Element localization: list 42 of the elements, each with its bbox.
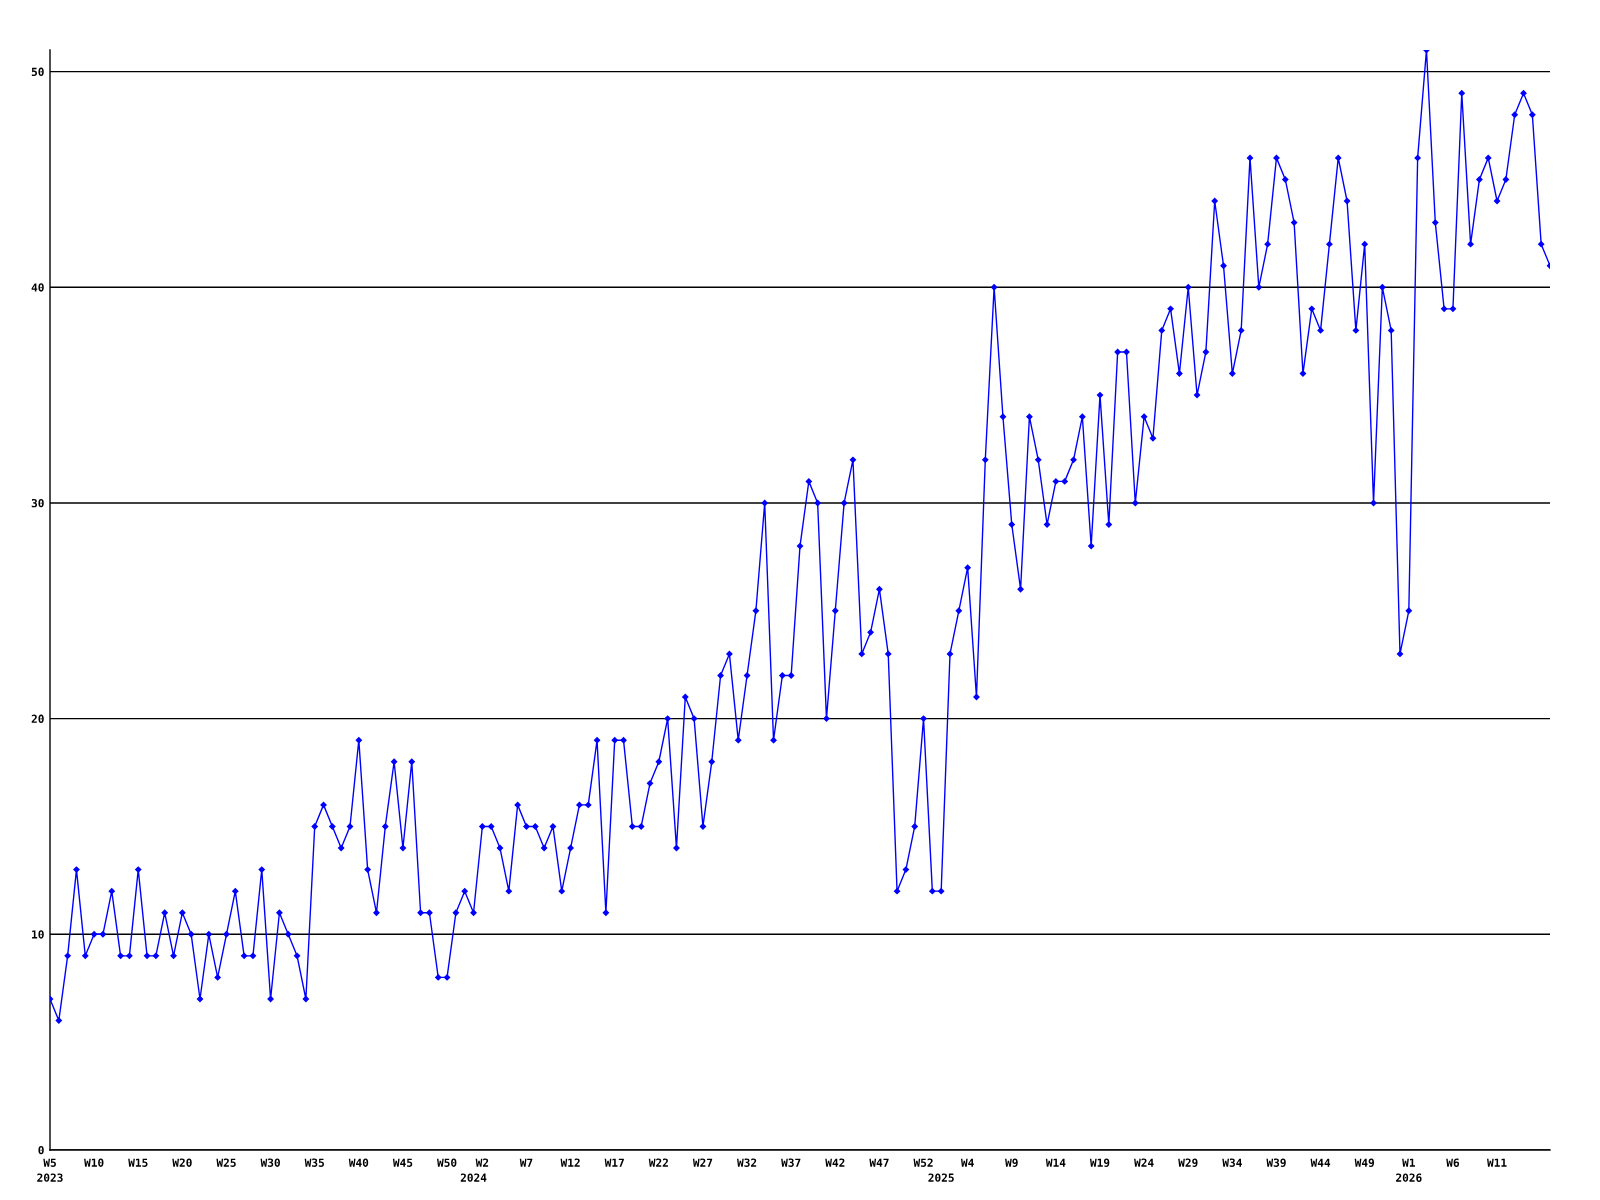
x-tick-label: W37 [781, 1158, 801, 1167]
x-tick-label: W9 [1005, 1158, 1018, 1167]
x-tick-label: W6 [1446, 1158, 1460, 1167]
y-tick-label: 0 [38, 1145, 44, 1155]
x-tick-label: W50 [437, 1158, 457, 1167]
x-tick-label: 2024 [460, 1173, 487, 1182]
x-tick-label: W4 [960, 1158, 974, 1167]
x-tick-label: W19 [1089, 1158, 1110, 1167]
x-tick-label: W44 [1310, 1158, 1331, 1167]
x-tick-label: W34 [1222, 1158, 1242, 1167]
x-tick-label: W20 [172, 1158, 192, 1167]
y-tick-label: 30 [31, 498, 44, 508]
x-tick-label: W1 2026 [1396, 1158, 1422, 1182]
x-tick-label: W29 [1178, 1158, 1198, 1167]
x-tick-label: W17 [604, 1158, 624, 1167]
x-tick-label: W52 [913, 1158, 933, 1167]
x-tick-label: W27 [692, 1158, 713, 1167]
y-tick-label: 50 [31, 67, 44, 76]
x-tick-label: W22 [648, 1158, 668, 1167]
y-tick-label: 10 [32, 930, 44, 939]
y-tick-label: 40 [31, 283, 44, 292]
x-tick-label: W7 [519, 1158, 533, 1167]
x-tick-label: W39 [1266, 1158, 1286, 1167]
x-tick-label: W49 [1354, 1158, 1375, 1167]
x-tick-label: W25 [216, 1158, 236, 1167]
x-tick-label: W40 [348, 1158, 369, 1167]
x-tick-label: W10 [84, 1158, 104, 1167]
y-tick-label: 20 [31, 714, 44, 723]
x-tick-label: W24 [1134, 1158, 1154, 1167]
x-tick-label: W5 2023 [37, 1158, 63, 1182]
x-tick-label: W35 [304, 1158, 324, 1167]
x-tick-label: W42 [825, 1158, 845, 1167]
x-tick-label: W15 [128, 1158, 148, 1167]
x-tick-label: W45 [392, 1158, 413, 1167]
x-tick-label: W47 [869, 1158, 889, 1167]
x-tick-label: W11 [1487, 1158, 1507, 1167]
x-tick-label: W30 [260, 1158, 280, 1167]
x-tick-label: W2 [475, 1158, 489, 1167]
x-tick-label: W14 [1045, 1158, 1066, 1167]
x-tick-label: 2025 [928, 1173, 954, 1182]
x-tick-label: W32 [737, 1158, 757, 1167]
x-tick-label: W12 [560, 1158, 580, 1167]
